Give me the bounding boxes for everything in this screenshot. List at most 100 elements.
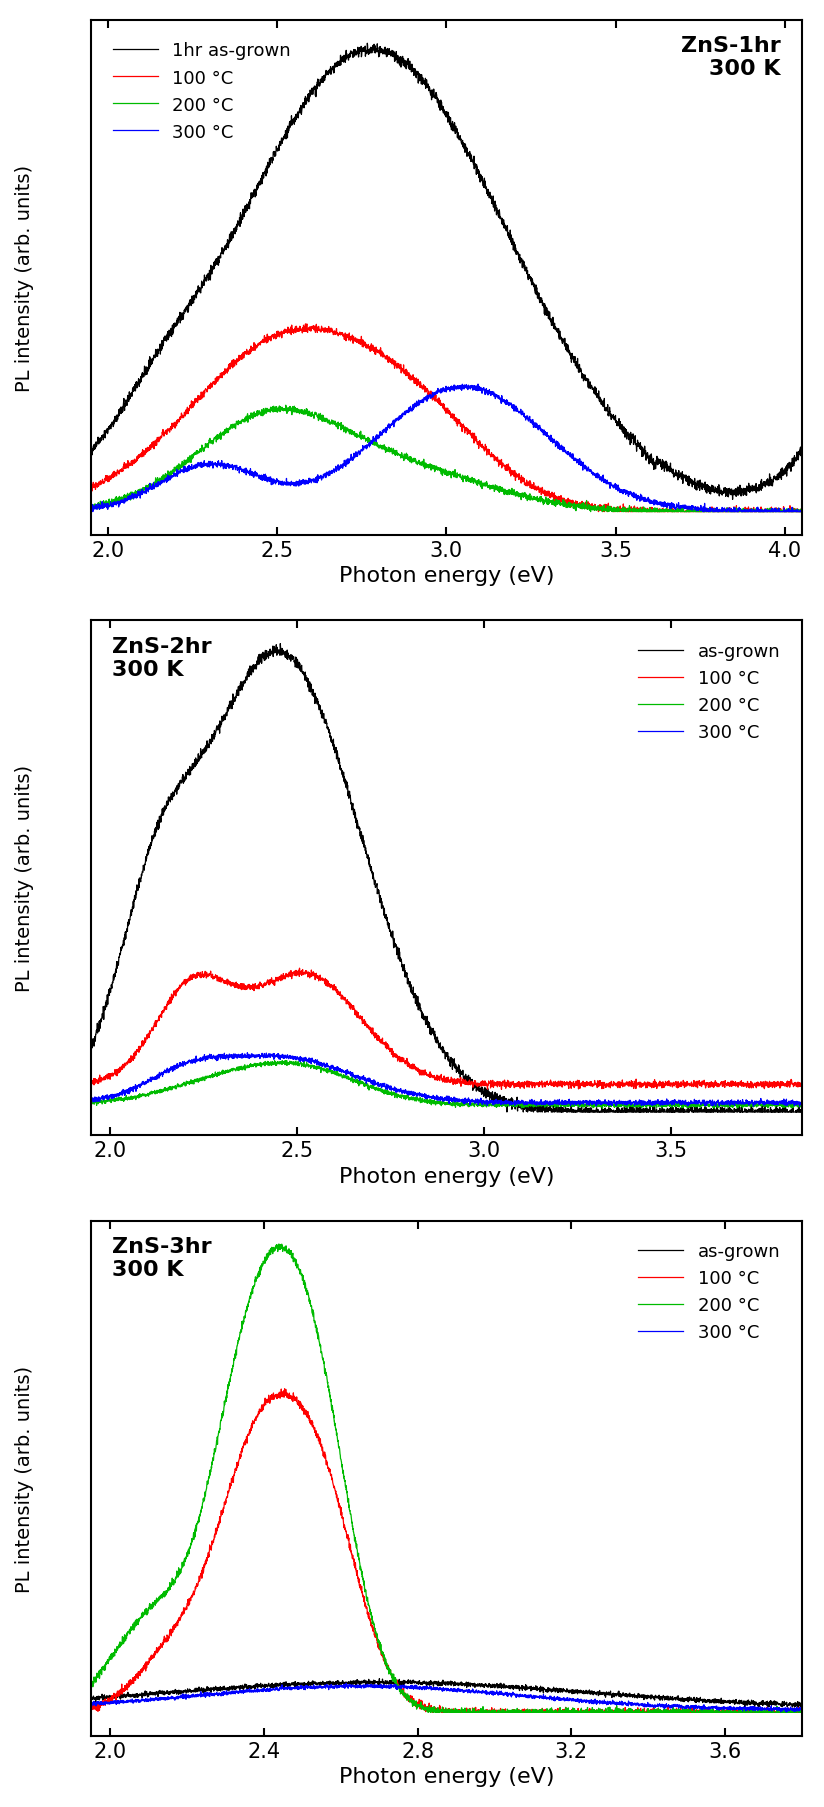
- 300 °C: [167, 466, 177, 488]
- 100 °C: [358, 1012, 368, 1034]
- 200 °C: [784, 1699, 794, 1720]
- X-axis label: Photon energy (eV): Photon energy (eV): [339, 1765, 554, 1785]
- 200 °C: [597, 1099, 607, 1120]
- as-grown: [358, 1671, 368, 1693]
- as-grown: [502, 1102, 512, 1124]
- Line: 1hr as-grown: 1hr as-grown: [91, 43, 802, 501]
- 300 °C: [86, 499, 96, 520]
- 300 °C: [86, 1090, 96, 1111]
- 1hr as-grown: [167, 320, 177, 342]
- 300 °C: [88, 502, 98, 524]
- 200 °C: [86, 1091, 96, 1113]
- 100 °C: [797, 1073, 807, 1095]
- 300 °C: [390, 414, 400, 435]
- 300 °C: [390, 1077, 400, 1099]
- 100 °C: [390, 358, 400, 379]
- Line: 200 °C: 200 °C: [91, 1245, 802, 1713]
- 300 °C: [358, 437, 368, 459]
- 200 °C: [209, 428, 219, 450]
- 100 °C: [707, 1073, 717, 1095]
- as-grown: [374, 1668, 384, 1690]
- 200 °C: [167, 1079, 177, 1100]
- Line: 100 °C: 100 °C: [91, 325, 802, 513]
- 1hr as-grown: [784, 457, 794, 479]
- 1hr as-grown: [86, 441, 96, 463]
- Y-axis label: PL intensity (arb. units): PL intensity (arb. units): [15, 164, 34, 392]
- Line: as-grown: as-grown: [91, 645, 802, 1113]
- 1hr as-grown: [728, 490, 737, 511]
- 300 °C: [167, 1057, 177, 1079]
- 200 °C: [707, 1095, 717, 1117]
- 200 °C: [281, 396, 291, 417]
- 200 °C: [282, 1050, 292, 1072]
- 100 °C: [497, 1079, 507, 1100]
- as-grown: [358, 829, 368, 851]
- 300 °C: [748, 1095, 758, 1117]
- Y-axis label: PL intensity (arb. units): PL intensity (arb. units): [15, 1364, 34, 1592]
- 100 °C: [390, 1044, 400, 1066]
- X-axis label: Photon energy (eV): Photon energy (eV): [339, 1166, 554, 1185]
- as-grown: [86, 1688, 96, 1709]
- 200 °C: [797, 1095, 807, 1117]
- 200 °C: [167, 1574, 177, 1596]
- Line: 300 °C: 300 °C: [91, 385, 802, 513]
- Line: 200 °C: 200 °C: [91, 407, 802, 513]
- Line: 100 °C: 100 °C: [91, 1390, 802, 1713]
- Y-axis label: PL intensity (arb. units): PL intensity (arb. units): [15, 764, 34, 992]
- as-grown: [390, 936, 400, 958]
- 100 °C: [707, 1700, 717, 1722]
- 200 °C: [86, 497, 96, 519]
- 300 °C: [209, 1686, 219, 1708]
- 200 °C: [209, 1064, 219, 1086]
- 200 °C: [707, 501, 717, 522]
- 1hr as-grown: [797, 443, 807, 464]
- Legend: as-grown, 100 °C, 200 °C, 300 °C: as-grown, 100 °C, 200 °C, 300 °C: [630, 1236, 788, 1348]
- 300 °C: [706, 1093, 716, 1115]
- 1hr as-grown: [363, 33, 372, 54]
- as-grown: [275, 634, 285, 656]
- 100 °C: [294, 958, 304, 979]
- 200 °C: [390, 1084, 400, 1106]
- Text: ZnS-3hr
300 K: ZnS-3hr 300 K: [112, 1236, 212, 1279]
- X-axis label: Photon energy (eV): Photon energy (eV): [339, 566, 554, 585]
- 100 °C: [707, 501, 717, 522]
- 300 °C: [797, 502, 807, 524]
- 200 °C: [167, 461, 177, 482]
- 300 °C: [86, 1693, 96, 1715]
- as-grown: [209, 1679, 219, 1700]
- Line: as-grown: as-grown: [91, 1679, 802, 1708]
- Line: 200 °C: 200 °C: [91, 1061, 802, 1109]
- Line: 300 °C: 300 °C: [91, 1053, 802, 1106]
- Legend: 1hr as-grown, 100 °C, 200 °C, 300 °C: 1hr as-grown, 100 °C, 200 °C, 300 °C: [105, 36, 298, 148]
- as-grown: [783, 1695, 793, 1717]
- 300 °C: [784, 1093, 794, 1115]
- 300 °C: [784, 499, 794, 520]
- 100 °C: [209, 967, 219, 988]
- 100 °C: [86, 475, 96, 497]
- as-grown: [390, 1671, 400, 1693]
- 200 °C: [797, 501, 807, 522]
- as-grown: [167, 782, 177, 804]
- 100 °C: [86, 1070, 96, 1091]
- 200 °C: [86, 1675, 96, 1697]
- as-grown: [793, 1697, 803, 1718]
- 300 °C: [784, 1699, 794, 1720]
- Line: 100 °C: 100 °C: [91, 969, 802, 1090]
- 300 °C: [358, 1068, 368, 1090]
- 100 °C: [209, 1527, 219, 1549]
- 300 °C: [242, 1043, 252, 1064]
- Line: 300 °C: 300 °C: [91, 1684, 802, 1711]
- as-grown: [707, 1102, 717, 1124]
- 100 °C: [784, 1700, 794, 1722]
- 200 °C: [390, 1671, 400, 1693]
- 300 °C: [706, 1697, 716, 1718]
- 200 °C: [603, 502, 613, 524]
- 100 °C: [167, 414, 177, 435]
- 100 °C: [86, 1697, 96, 1718]
- 100 °C: [784, 1073, 794, 1095]
- 100 °C: [784, 501, 794, 522]
- 100 °C: [358, 331, 368, 352]
- 200 °C: [424, 1702, 433, 1724]
- 1hr as-grown: [390, 52, 400, 74]
- as-grown: [209, 728, 219, 750]
